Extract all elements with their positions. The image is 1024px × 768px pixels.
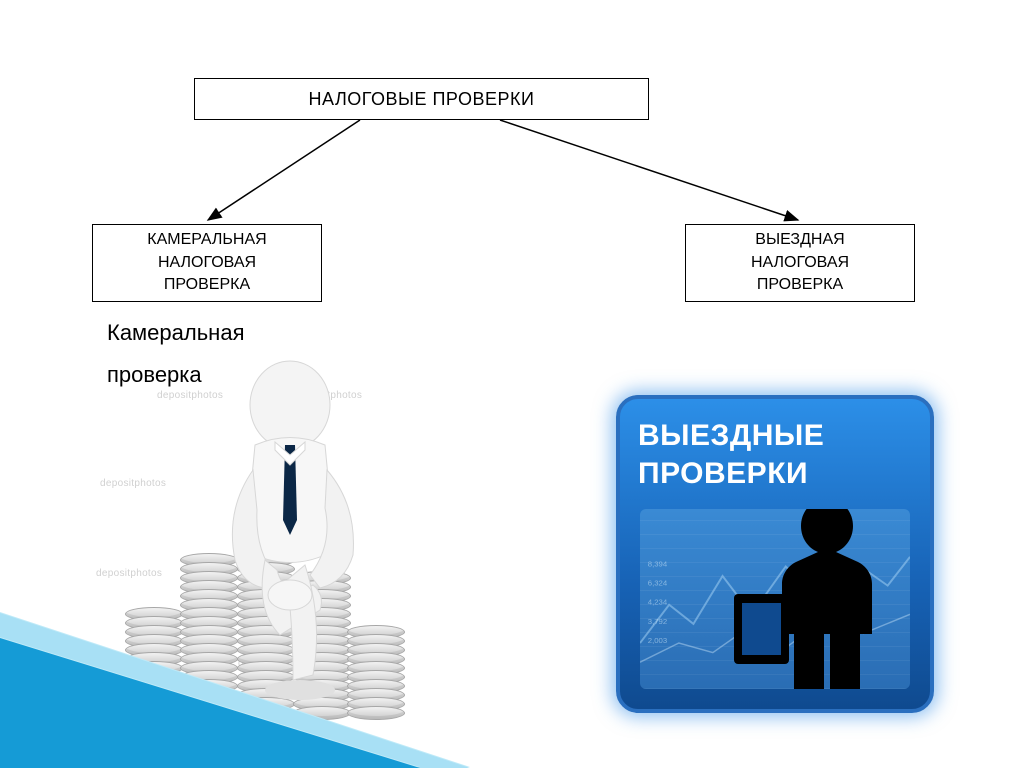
blue-card-title: ВЫЕЗДНЫЕ ПРОВЕРКИ — [638, 417, 912, 492]
svg-text:8,394: 8,394 — [648, 559, 668, 568]
diagram-root-label: НАЛОГОВЫЕ ПРОВЕРКИ — [309, 89, 535, 110]
diagram-left-box: КАМЕРАЛЬНАЯ НАЛОГОВАЯ ПРОВЕРКА — [92, 224, 322, 302]
diagram-root-box: НАЛОГОВЫЕ ПРОВЕРКИ — [194, 78, 649, 120]
businessman-silhouette-icon — [732, 509, 902, 689]
diagram-right-box: ВЫЕЗДНАЯ НАЛОГОВАЯ ПРОВЕРКА — [685, 224, 915, 302]
svg-text:3,792: 3,792 — [648, 617, 667, 626]
corner-decoration-dark — [0, 638, 420, 768]
svg-text:2,003: 2,003 — [648, 636, 667, 645]
diagram-left-label: КАМЕРАЛЬНАЯ НАЛОГОВАЯ ПРОВЕРКА — [147, 229, 266, 296]
svg-text:6,324: 6,324 — [648, 579, 668, 588]
blue-card-chart-bg: 8,394 6,324 4,234 3,792 2,003 — [640, 509, 910, 689]
blue-card: ВЫЕЗДНЫЕ ПРОВЕРКИ 8,394 6,324 4,234 3,79… — [616, 395, 934, 713]
svg-text:4,234: 4,234 — [648, 598, 668, 607]
diagram-right-label: ВЫЕЗДНАЯ НАЛОГОВАЯ ПРОВЕРКА — [751, 229, 849, 296]
